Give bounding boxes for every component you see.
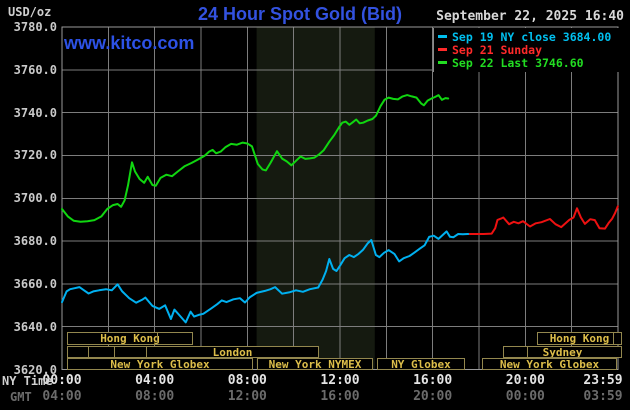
x-tick-ny: 20:00 [505,373,545,388]
y-tick-label: 3680.0 [13,234,57,249]
legend-item: Sep 21 Sunday [438,42,623,57]
legend: Sep 19 NY close 3684.00 Sep 21 Sunday Sep … [433,28,623,72]
price-line-0 [61,230,472,324]
y-tick-label: 3780.0 [13,20,57,34]
x-tick-gmt: 12:00 [227,389,267,404]
legend-label: Sep 21 Sunday [452,42,543,57]
x-tick-gmt: 20:00 [413,389,453,404]
x-tick-ny: 08:00 [227,373,267,388]
x-tick-gmt: 00:00 [505,389,545,404]
y-tick-label: 3620.0 [13,362,57,377]
x-tick-ny: 16:00 [413,373,453,388]
session-box-new-york-globex: New York Globex [482,358,617,370]
y-tick-label: 3760.0 [13,62,57,77]
legend-label: Sep 22 Last 3746.60 [452,55,584,70]
legend-item: Sep 22 Last 3746.60 [438,55,623,70]
legend-label: Sep 19 NY close 3684.00 [452,29,612,44]
y-tick-label: 3740.0 [13,105,57,120]
x-tick-gmt: 04:00 [42,389,82,404]
session-box-empty [114,346,147,358]
price-line-2 [61,94,450,223]
session-box-london: London [146,346,319,358]
y-tick-label: 3700.0 [13,191,57,206]
x-tick-ny: 12:00 [320,373,360,388]
kitco-logo-link[interactable]: www.kitco.com [64,33,195,53]
session-box-divider [67,332,158,345]
y-tick-label: 3660.0 [13,276,57,291]
session-box-new-york-nymex: New York NYMEX [257,358,373,370]
x-tick-ny: 00:00 [42,373,82,388]
x-tick-ny: 23:59 [583,373,623,388]
x-axis-ny-label: NY Time [2,374,53,388]
price-line-1 [468,205,619,235]
session-box-divider [503,346,528,358]
y-axis-unit-label: USD/oz [8,5,52,19]
x-tick-ny: 04:00 [135,373,175,388]
x-tick-gmt: 08:00 [135,389,175,404]
session-box-ny-globex: NY Globex [377,358,465,370]
legend-item: Sep 19 NY close 3684.00 [438,29,623,44]
x-tick-gmt: 03:59 [583,389,623,404]
session-box-new-york-globex: New York Globex [67,358,253,370]
session-box-empty [88,346,115,358]
session-box-empty [67,346,89,358]
timestamp-label: September 22, 2025 16:40 [436,9,624,24]
legend-dash-icon [438,61,447,64]
y-tick-label: 3640.0 [13,319,57,334]
page-title: 24 Hour Spot Gold (Bid) [198,4,402,24]
x-axis-gmt-label: GMT [10,390,32,404]
x-tick-gmt: 16:00 [320,389,360,404]
y-tick-label: 3720.0 [13,148,57,163]
legend-dash-icon [438,35,447,38]
session-box-divider [537,332,614,345]
legend-dash-icon [438,48,447,51]
